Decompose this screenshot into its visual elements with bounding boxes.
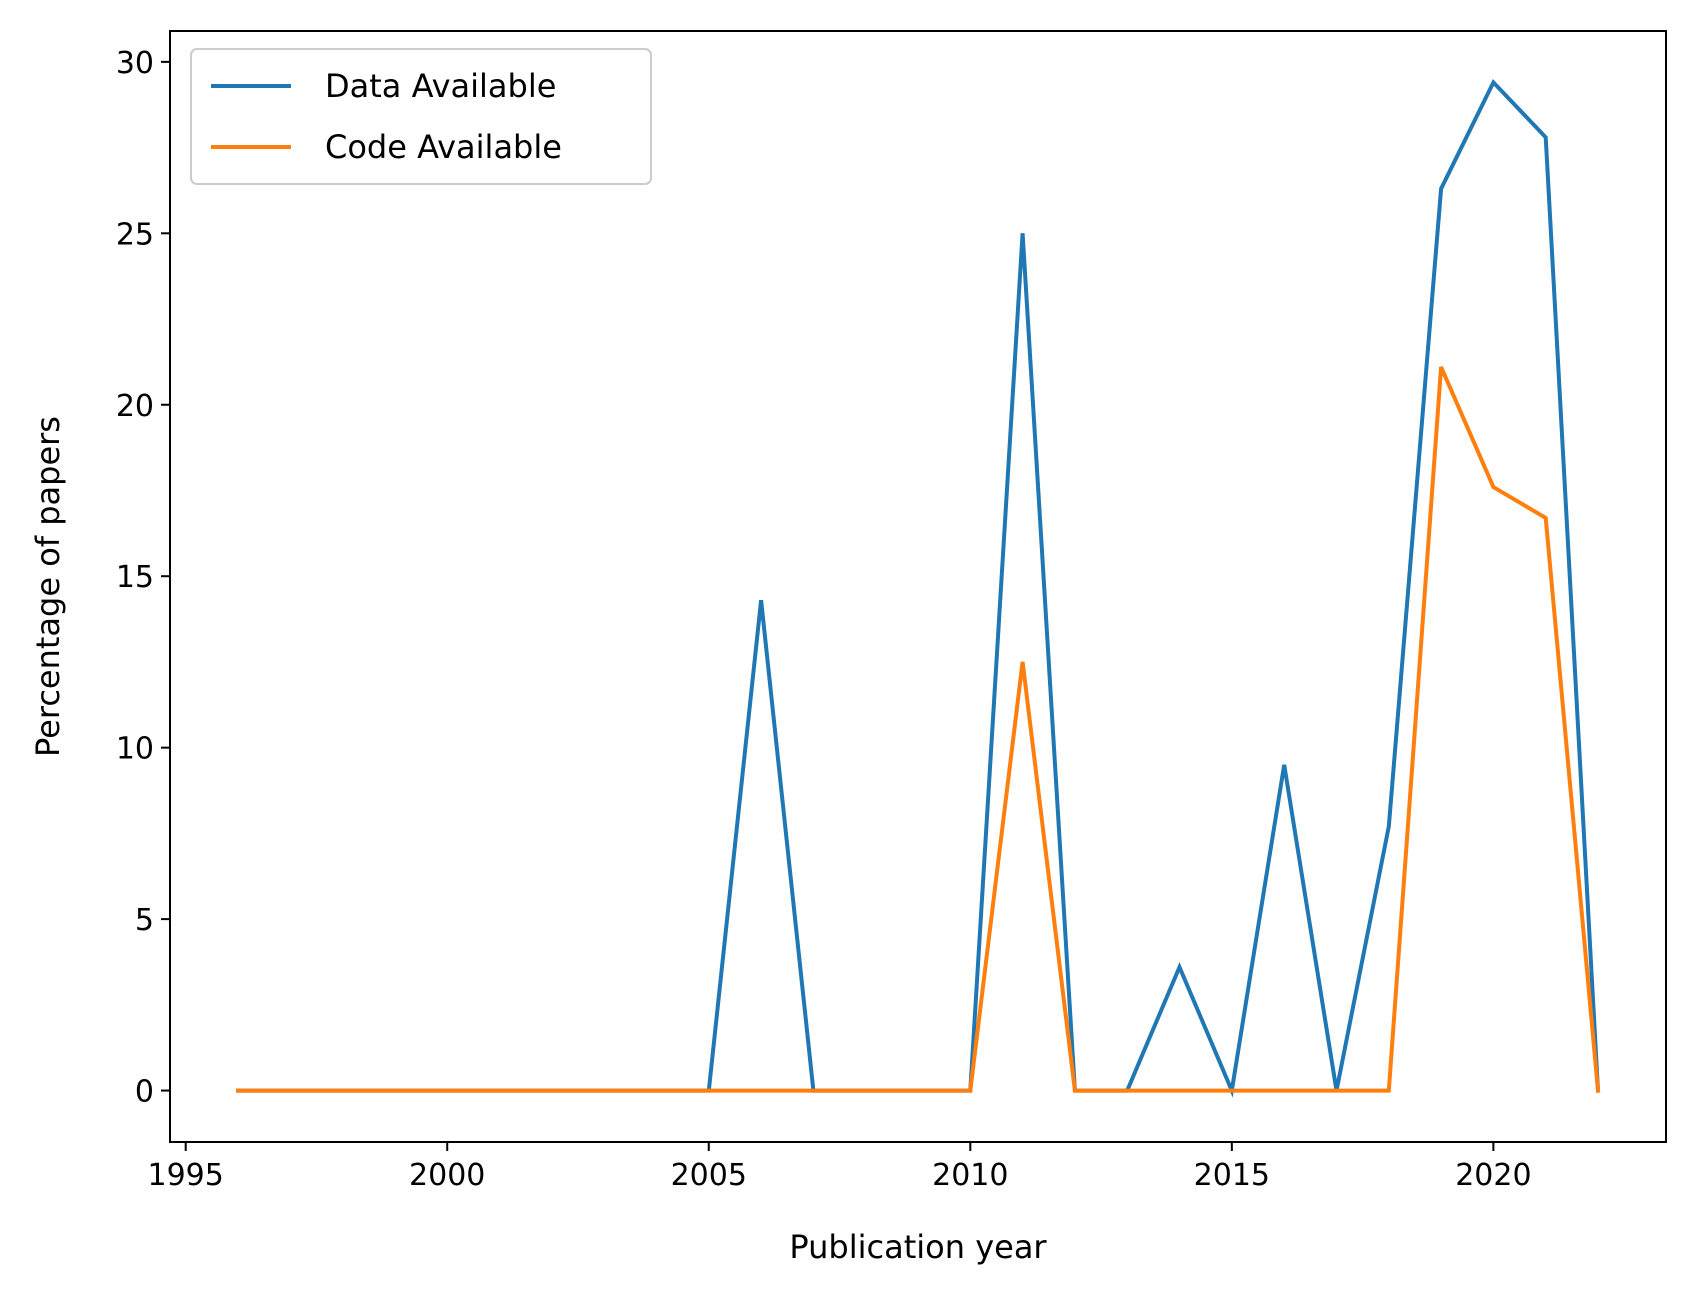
y-tick-label: 5 (135, 903, 154, 938)
y-axis-label: Percentage of papers (29, 416, 67, 757)
series-line-code-available (236, 366, 1601, 1093)
y-tick-label: 25 (116, 217, 154, 252)
plot-frame (169, 30, 1667, 1143)
x-axis: 1995 2000 2005 2010 2015 2020 (148, 1142, 1532, 1193)
legend: Data Available Code Available (190, 48, 652, 185)
x-tick-label: 2000 (409, 1158, 485, 1193)
legend-label: Data Available (325, 67, 556, 105)
x-axis-label: Publication year (789, 1228, 1047, 1266)
y-tick-label: 0 (135, 1075, 154, 1110)
legend-box (190, 48, 652, 185)
x-tick-label: 2005 (671, 1158, 747, 1193)
y-tick-label: 15 (116, 560, 154, 595)
legend-label: Code Available (325, 128, 562, 166)
x-tick-label: 2010 (932, 1158, 1008, 1193)
y-tick-label: 20 (116, 389, 154, 424)
y-tick-label: 10 (116, 732, 154, 767)
x-tick-label: 2020 (1455, 1158, 1531, 1193)
y-axis: 0 5 10 15 20 25 30 (116, 46, 170, 1110)
y-tick-label: 30 (116, 46, 154, 81)
series-layer (236, 78, 1601, 1098)
x-tick-label: 1995 (148, 1158, 224, 1193)
x-tick-label: 2015 (1194, 1158, 1270, 1193)
